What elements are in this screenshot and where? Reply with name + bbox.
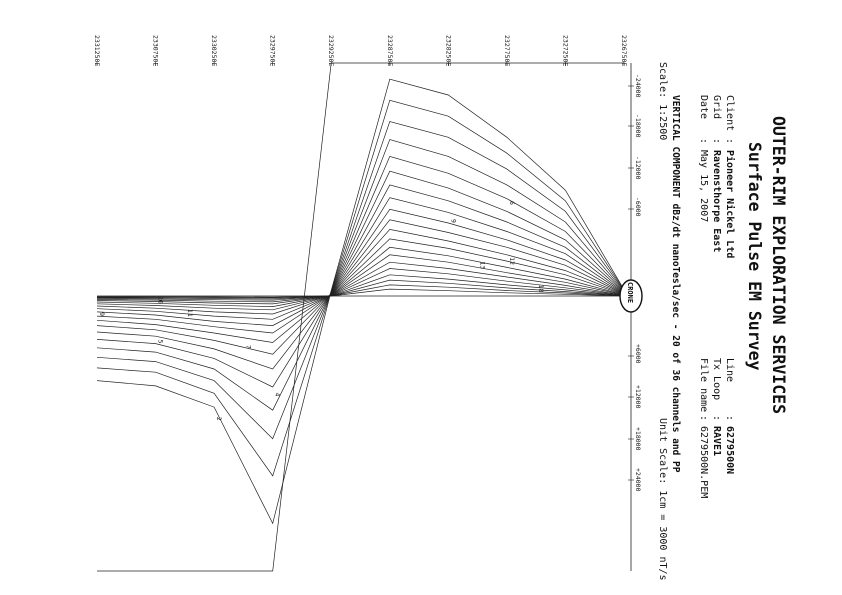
series-line-15 [96, 261, 625, 305]
line-colon: : [724, 415, 735, 422]
station-tick-label: 2327250E [561, 35, 569, 66]
series-line-1 [96, 78, 625, 525]
value-tick-label: -24000 [634, 74, 642, 98]
series-line-9 [96, 208, 625, 334]
series-inline-label: 4 [274, 392, 282, 396]
value-tick-label: +24000 [634, 468, 642, 492]
series-line-7 [96, 184, 625, 355]
value-tick-label: +6000 [634, 344, 642, 364]
report-subtitle: Surface Pulse EM Survey [745, 142, 764, 371]
station-tick-label: 2327750E [503, 35, 511, 66]
value-tick-label: +12000 [634, 385, 642, 409]
series-inline-label: 12 [508, 257, 516, 265]
value-tick-label: -6000 [634, 197, 642, 217]
client-label: Client [724, 95, 735, 132]
series-inline-label: 6 [508, 201, 516, 205]
station-tick-label: 2326750E [620, 35, 628, 66]
filename-label: File name [698, 358, 709, 413]
series-line-19 [96, 284, 625, 299]
series-line-13 [96, 246, 625, 311]
station-tick-label: 2330750E [152, 35, 160, 66]
station-tick-label: 2331250E [93, 35, 101, 66]
crone-logo-ring [619, 279, 643, 313]
series-line-3 [96, 121, 625, 440]
series-inline-label: 2 [215, 417, 223, 421]
client-colon: : [724, 138, 735, 145]
crone-logo-text: CRONE [626, 282, 634, 303]
report-title: OUTER-RIM EXPLORATION SERVICES [769, 116, 788, 415]
series-line-16 [96, 268, 625, 303]
line-label: Line [724, 358, 735, 383]
unit-scale-caption: Unit Scale: 1cm = 3000 nT/s [657, 418, 668, 581]
station-tick-label: 2330250E [210, 35, 218, 66]
series-inline-label: 11 [186, 309, 194, 317]
value-tick-label: -12000 [634, 156, 642, 180]
series-line-6 [96, 170, 625, 370]
series-line-8 [96, 197, 625, 343]
grid-label: Grid [711, 95, 722, 120]
grid-value: Ravensthorpe East [711, 150, 722, 253]
txloop-colon: : [711, 415, 722, 422]
station-tick-label: 2329250E [327, 35, 335, 66]
series-line-pp [97, 62, 624, 572]
txloop-label: Tx Loop [711, 358, 722, 401]
series-line-5 [96, 155, 625, 388]
scale-caption: Scale: 1:2500 [657, 62, 668, 141]
series-inline-label: 7 [244, 345, 252, 349]
series-line-12 [96, 238, 625, 315]
series-line-17 [96, 274, 625, 301]
series-inline-label: 5 [157, 340, 165, 344]
series-line-20 [96, 288, 625, 298]
series-line-18 [96, 279, 625, 300]
value-tick-label: +18000 [634, 427, 642, 451]
grid-colon: : [711, 138, 722, 145]
txloop-value: RAVE1 [711, 426, 722, 457]
series-inline-label: 9 [98, 312, 106, 316]
series-inline-label: 16 [157, 296, 165, 304]
date-value: May 15, 2007 [698, 150, 709, 223]
value-tick-label: -18000 [634, 114, 642, 138]
station-tick-label: 2329750E [269, 35, 277, 66]
series-inline-label: 18 [537, 285, 545, 293]
series-line-10 [96, 219, 625, 326]
filename-value: 6279500N.PEM [698, 426, 709, 499]
client-value: Pioneer Nickel Ltd [724, 150, 735, 259]
series-line-11 [96, 229, 625, 320]
series-inline-label: 9 [449, 219, 457, 223]
series-inline-label: 13 [479, 261, 487, 269]
date-label: Date [698, 95, 709, 120]
station-tick-label: 2328250E [444, 35, 452, 66]
date-colon: : [698, 138, 709, 145]
station-tick-label: 2328750E [386, 35, 394, 66]
series-line-4 [96, 139, 625, 411]
line-value: 6279500N [724, 426, 735, 475]
series-line-2 [96, 99, 625, 477]
filename-colon: : [698, 415, 709, 422]
series-line-14 [96, 254, 625, 307]
component-caption: VERTICAL COMPONENT dBz/dt nanoTesla/sec … [670, 95, 681, 473]
